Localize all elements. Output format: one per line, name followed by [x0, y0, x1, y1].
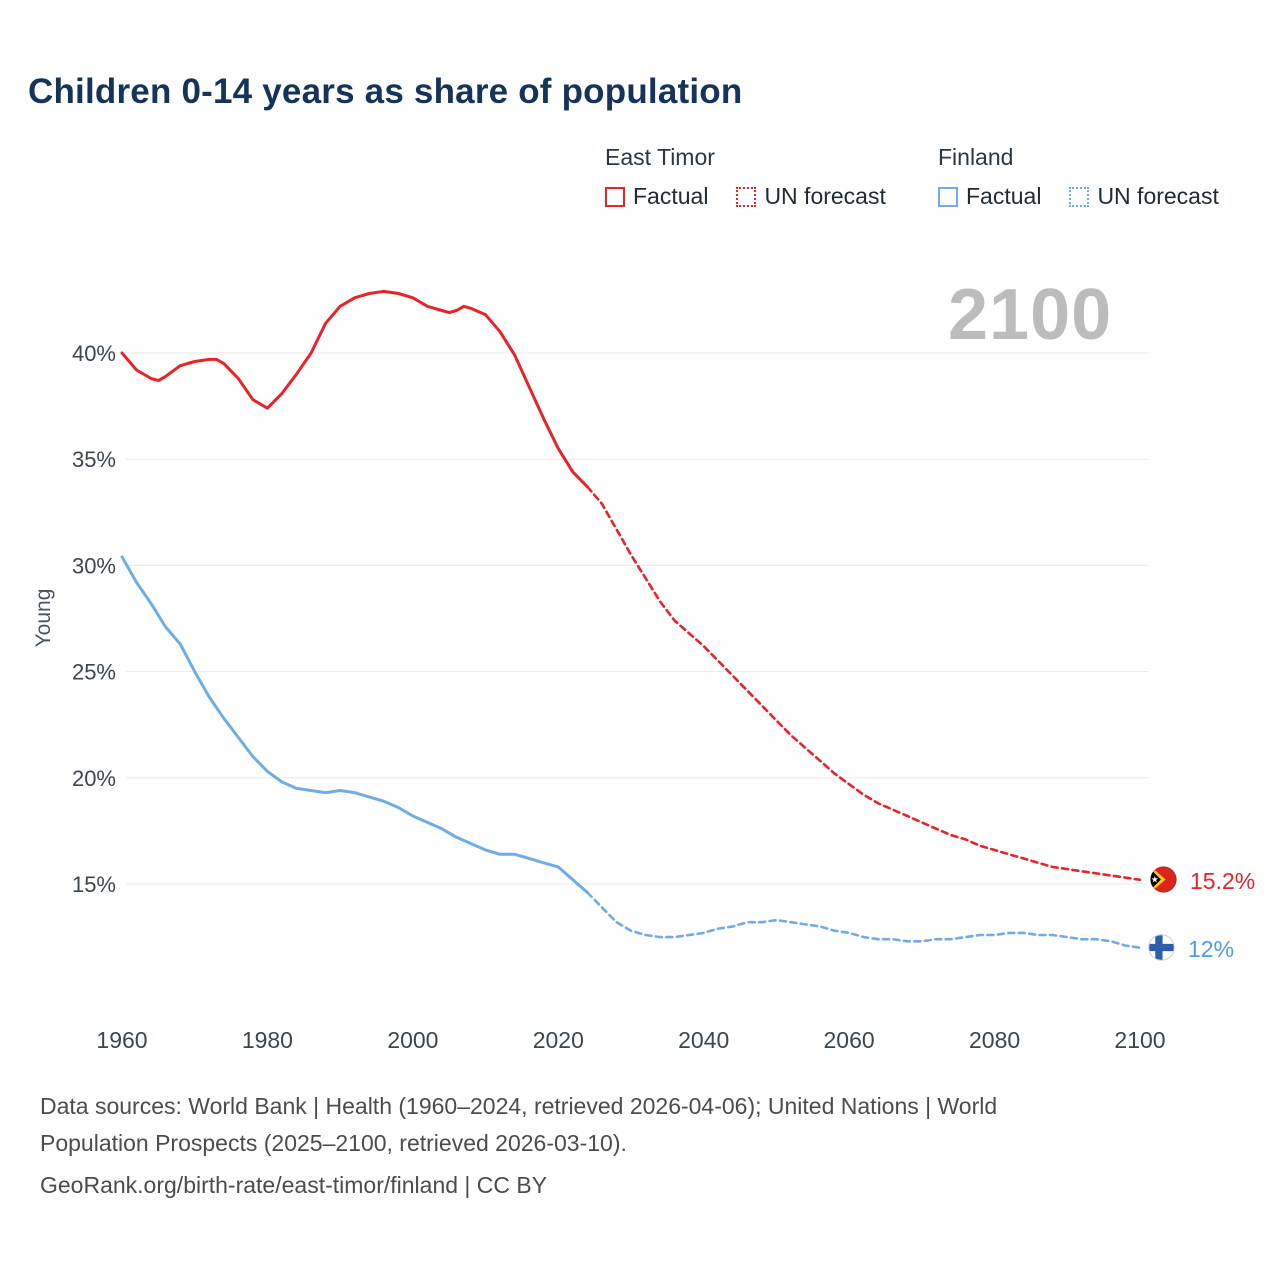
watermark-year: 2100	[948, 275, 1113, 355]
legend-item-finland-factual[interactable]: Factual	[938, 183, 1041, 210]
finland-forecast-swatch-icon	[1069, 186, 1090, 207]
east-timor-end-value: 15.2%	[1190, 868, 1256, 894]
finland-factual-swatch-icon	[938, 186, 958, 207]
data-sources: Data sources: World Bank | Health (1960–…	[40, 1088, 1180, 1204]
x-tick-label: 1960	[96, 1027, 147, 1053]
y-tick-label: 20%	[72, 766, 116, 791]
y-tick-label: 30%	[72, 553, 116, 578]
y-tick-label: 15%	[72, 872, 116, 897]
legend-heading-finland: Finland	[938, 144, 1014, 170]
east-timor-forecast-line[interactable]	[586, 485, 1142, 882]
legend-group-east-timor: East Timor Factual UN forecast	[605, 144, 886, 210]
finland-end-value: 12%	[1188, 936, 1235, 962]
finland-factual-line[interactable]	[120, 555, 589, 894]
finland-forecast-line[interactable]	[586, 891, 1142, 950]
x-tick-label: 2040	[678, 1027, 729, 1053]
y-tick-label: 25%	[72, 660, 116, 685]
data-sources-line-2: Population Prospects (2025–2100, retriev…	[40, 1130, 627, 1156]
page-title: Children 0-14 years as share of populati…	[28, 72, 743, 111]
data-sources-line-1: Data sources: World Bank | Health (1960–…	[40, 1093, 998, 1119]
x-tick-label: 1980	[242, 1027, 293, 1053]
legend-item-east-timor-factual[interactable]: Factual	[605, 183, 708, 210]
attribution-line: GeoRank.org/birth-rate/east-timor/finlan…	[40, 1172, 548, 1198]
east-timor-factual-swatch-icon	[605, 186, 625, 207]
legend-item-east-timor-forecast[interactable]: UN forecast	[736, 183, 886, 210]
x-tick-label: 2000	[387, 1027, 438, 1053]
legend-items-finland: Factual UN forecast	[938, 183, 1219, 210]
legend-label: Factual	[633, 183, 709, 209]
y-tick-label: 40%	[72, 341, 116, 366]
legend-items-east-timor: Factual UN forecast	[605, 183, 886, 210]
x-tick-label: 2100	[1114, 1027, 1165, 1053]
east-timor-flag-icon[interactable]	[1150, 866, 1177, 893]
legend-group-finland: Finland Factual UN forecast	[938, 144, 1219, 210]
legend-label: UN forecast	[1097, 183, 1219, 209]
legend-item-finland-forecast[interactable]: UN forecast	[1069, 183, 1219, 210]
x-tick-label: 2080	[969, 1027, 1020, 1053]
x-tick-label: 2020	[533, 1027, 584, 1053]
y-tick-label: 35%	[72, 447, 116, 472]
east-timor-forecast-swatch-icon	[736, 186, 757, 207]
x-tick-label: 2060	[824, 1027, 875, 1053]
east-timor-factual-line[interactable]	[120, 289, 589, 489]
finland-flag-icon[interactable]	[1148, 934, 1175, 961]
legend-label: UN forecast	[764, 183, 886, 209]
legend-label: Factual	[966, 183, 1042, 209]
legend-heading-east-timor: East Timor	[605, 144, 715, 170]
